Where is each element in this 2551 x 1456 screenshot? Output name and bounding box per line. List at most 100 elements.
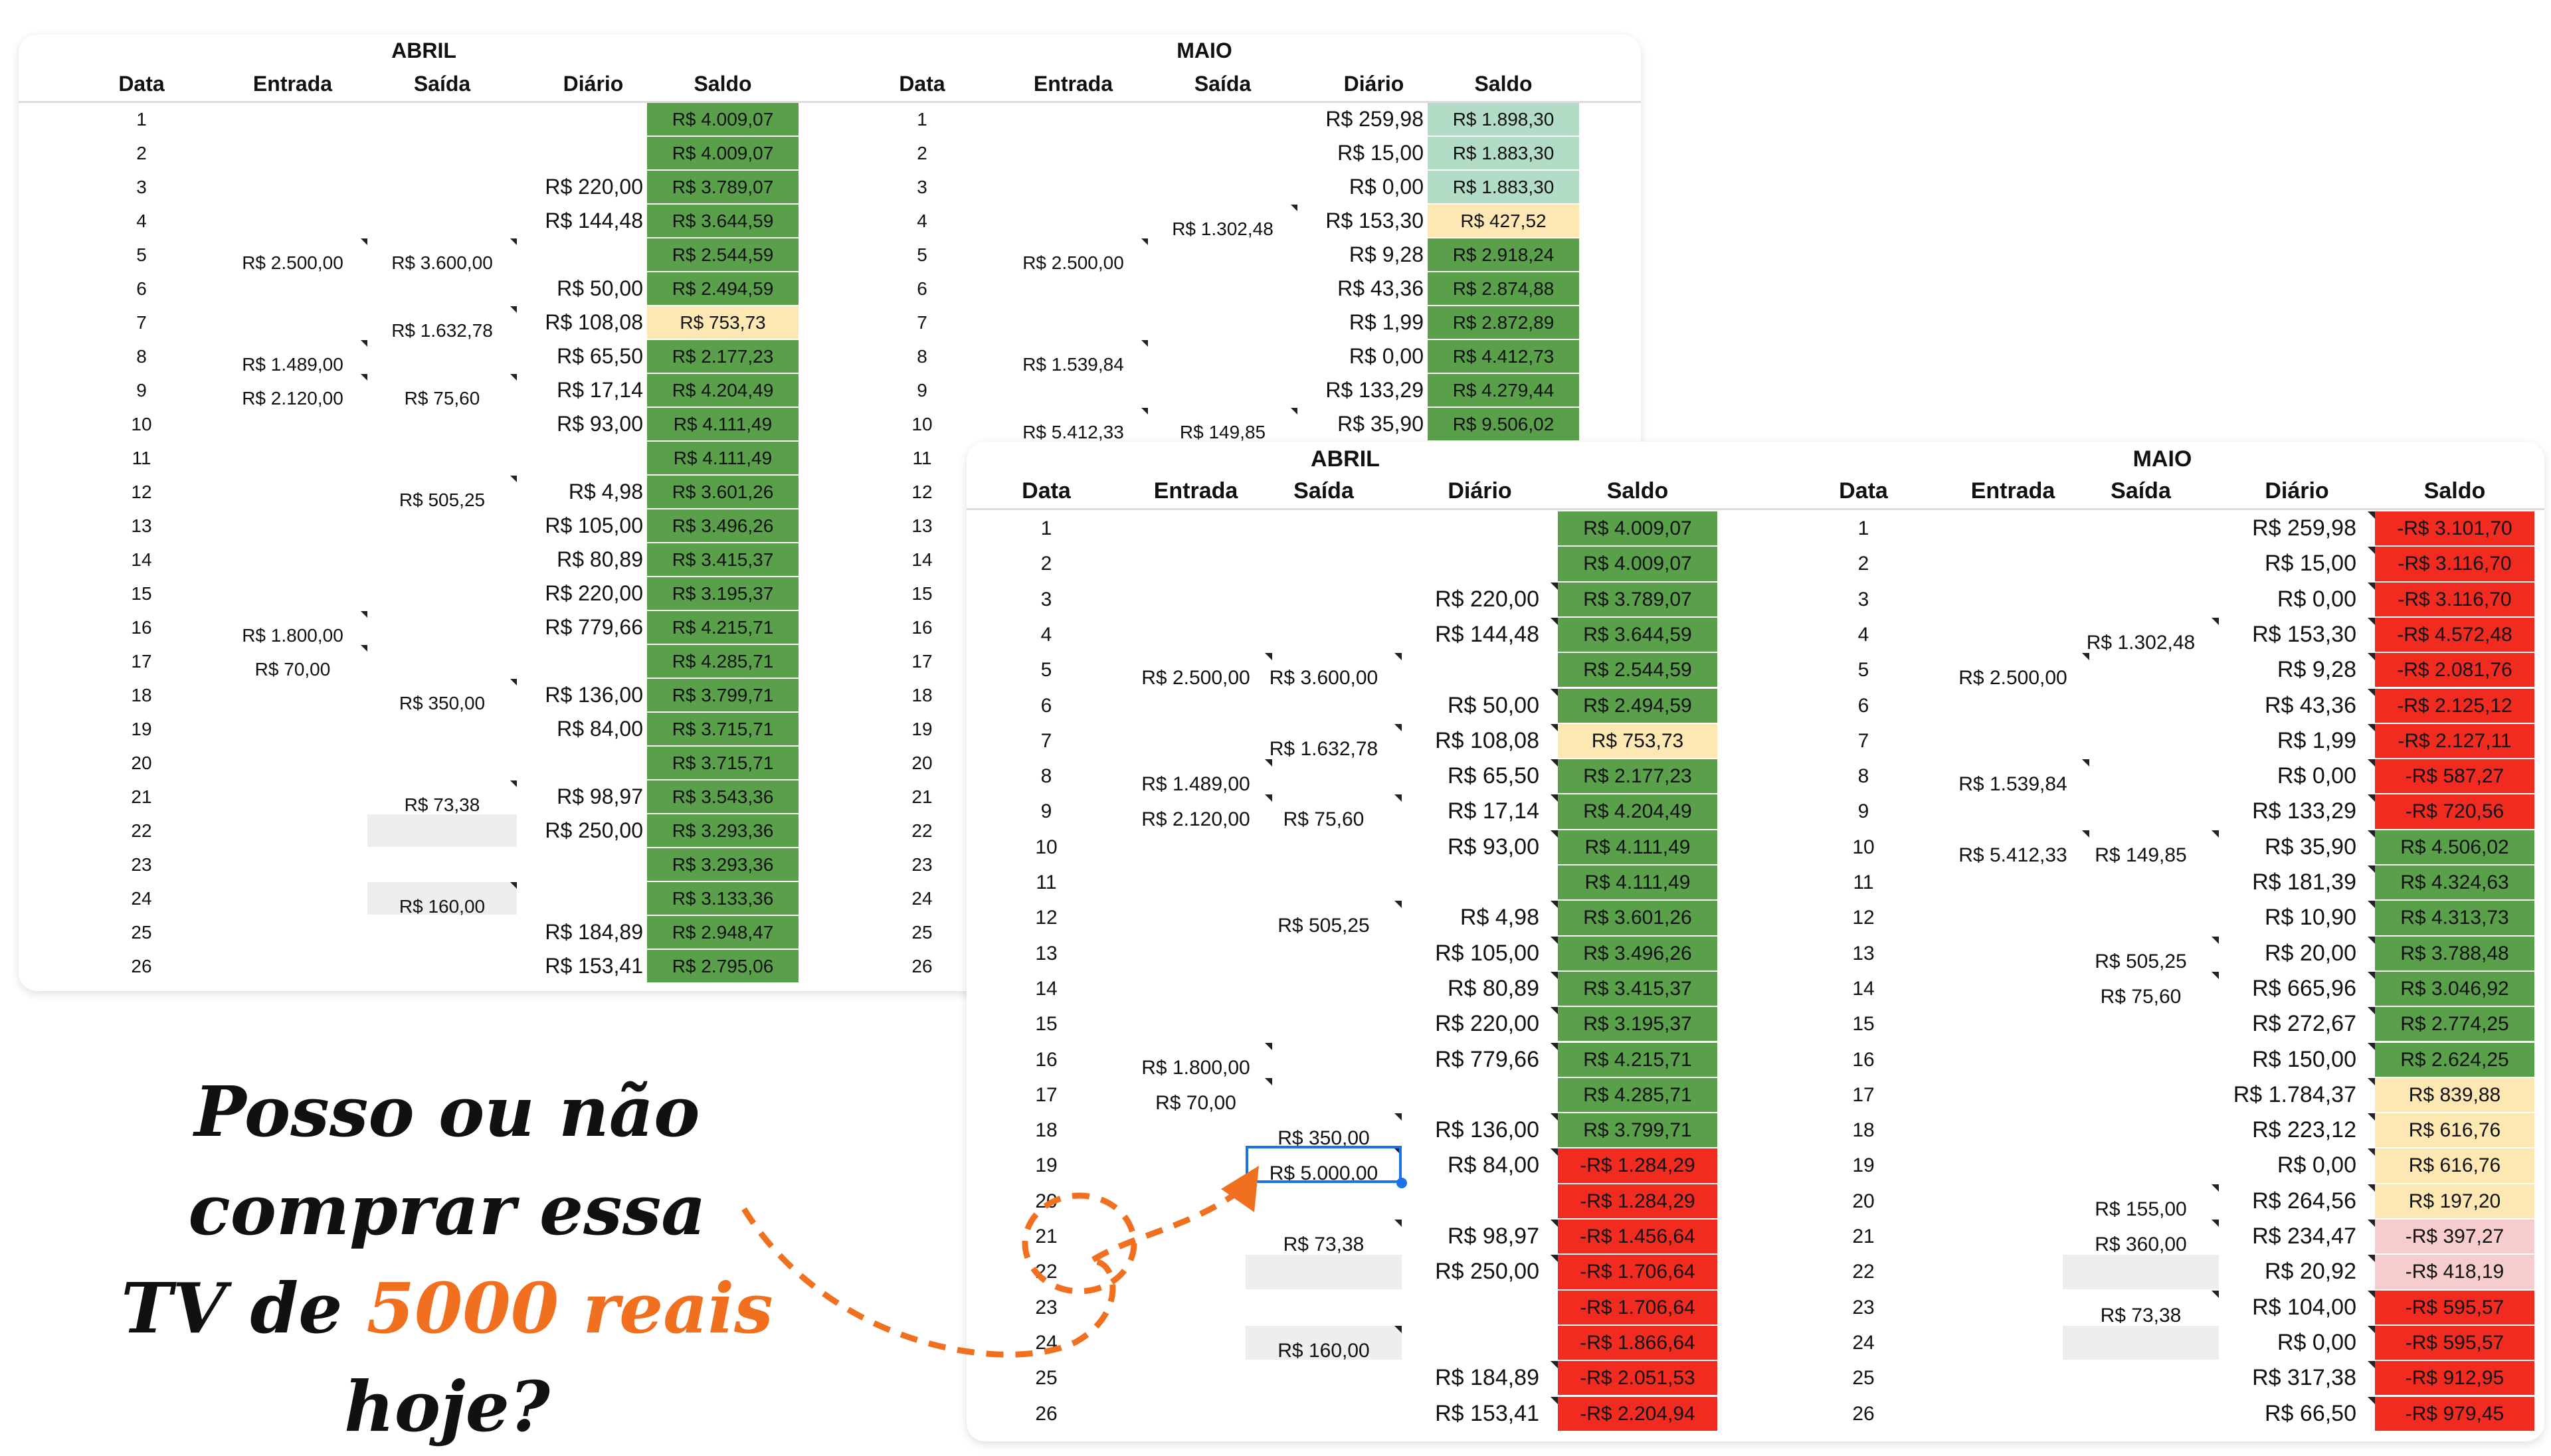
cell-saldo[interactable]: R$ 616,76 [2375, 1113, 2534, 1148]
cell-saida[interactable]: R$ 160,00 [1246, 1325, 1402, 1362]
cell-saldo[interactable]: -R$ 912,95 [2375, 1361, 2534, 1396]
cell-diario[interactable]: R$ 20,92 [2265, 1259, 2356, 1285]
cell-saida[interactable]: R$ 3.600,00 [1269, 667, 1378, 689]
cell-saldo[interactable]: -R$ 1.706,64 [1558, 1290, 1717, 1324]
cell-saida[interactable] [367, 408, 517, 440]
cell-entrada[interactable] [998, 137, 1148, 169]
cell-diario[interactable]: R$ 136,00 [545, 683, 643, 707]
cell-diario[interactable]: R$ 35,90 [1337, 412, 1424, 436]
cell-diario[interactable]: R$ 144,48 [545, 209, 643, 232]
cell-saldo[interactable]: R$ 3.789,07 [1558, 582, 1717, 616]
cell-saida[interactable]: R$ 3.600,00 [391, 252, 493, 273]
cell-saldo[interactable]: R$ 3.601,26 [1558, 901, 1717, 935]
cell-saida[interactable] [367, 645, 517, 678]
cell-saldo[interactable]: -R$ 979,45 [2375, 1396, 2534, 1431]
cell-saldo[interactable]: -R$ 2.204,94 [1558, 1396, 1717, 1431]
cell-diario[interactable]: R$ 153,30 [2252, 621, 2356, 647]
cell-diario[interactable]: R$ 1,99 [1349, 310, 1424, 334]
cell-saldo[interactable]: R$ 3.415,37 [647, 543, 799, 576]
cell-diario[interactable]: R$ 1,99 [2277, 727, 2356, 753]
cell-saldo[interactable]: R$ 3.799,71 [1558, 1113, 1717, 1148]
cell-saldo[interactable]: R$ 753,73 [647, 306, 799, 339]
cell-saida[interactable] [1246, 1078, 1402, 1112]
cell-saida[interactable] [1148, 340, 1297, 373]
cell-entrada[interactable] [998, 306, 1148, 339]
cell-saida[interactable]: R$ 155,00 [2095, 1198, 2187, 1220]
cell-diario[interactable]: R$ 105,00 [1435, 940, 1539, 966]
cell-entrada[interactable]: R$ 1.539,84 [1958, 773, 2067, 796]
cell-diario[interactable]: R$ 184,89 [1435, 1365, 1539, 1391]
cell-diario[interactable]: R$ 15,00 [2265, 551, 2356, 577]
cell-saida[interactable] [2063, 1255, 2219, 1289]
cell-saldo[interactable]: R$ 2.795,06 [647, 950, 799, 982]
cell-entrada[interactable]: R$ 1.800,00 [1141, 1056, 1250, 1079]
cell-saldo[interactable]: R$ 3.496,26 [1558, 936, 1717, 970]
cell-saldo[interactable]: R$ 4.313,73 [2375, 901, 2534, 935]
cell-entrada[interactable] [998, 103, 1148, 136]
cell-saida[interactable] [1148, 171, 1297, 203]
cell-saldo[interactable]: R$ 1.883,30 [1428, 137, 1579, 169]
cell-diario[interactable]: R$ 17,14 [1448, 798, 1539, 824]
cell-saida[interactable] [2063, 547, 2219, 581]
cell-saida[interactable] [1246, 1007, 1402, 1041]
cell-saldo[interactable]: R$ 2.177,23 [1558, 759, 1717, 794]
cell-diario[interactable]: R$ 250,00 [545, 818, 643, 842]
cell-diario[interactable]: R$ 84,00 [1448, 1152, 1539, 1178]
cell-saida[interactable] [2063, 653, 2219, 687]
cell-diario[interactable] [1402, 653, 1558, 687]
cell-saida[interactable] [367, 713, 517, 745]
cell-entrada[interactable]: R$ 1.489,00 [1141, 773, 1250, 796]
cell-saldo[interactable]: -R$ 397,27 [2375, 1220, 2534, 1254]
cell-saldo[interactable]: R$ 2.918,24 [1428, 238, 1579, 271]
cell-diario[interactable]: R$ 133,29 [1325, 378, 1424, 402]
cell-saldo[interactable]: -R$ 1.284,29 [1558, 1148, 1717, 1183]
cell-entrada[interactable] [218, 848, 367, 881]
cell-entrada[interactable]: R$ 70,00 [1155, 1091, 1236, 1114]
cell-saida[interactable] [2063, 759, 2219, 793]
cell-saida[interactable] [1148, 137, 1297, 169]
cell-saldo[interactable]: -R$ 1.284,29 [1558, 1184, 1717, 1218]
cell-diario[interactable]: R$ 104,00 [2252, 1294, 2356, 1320]
cell-saldo[interactable]: R$ 4.204,49 [647, 374, 799, 407]
cell-saida[interactable] [1148, 306, 1297, 339]
cell-diario[interactable]: R$ 220,00 [1435, 1011, 1539, 1037]
cell-saida[interactable] [367, 171, 517, 203]
cell-diario[interactable]: R$ 65,50 [557, 344, 643, 368]
cell-diario[interactable] [1402, 511, 1558, 545]
cell-diario[interactable]: R$ 65,50 [1448, 763, 1539, 789]
cell-diario[interactable]: R$ 93,00 [1448, 834, 1539, 860]
cell-diario[interactable]: R$ 220,00 [545, 581, 643, 605]
cell-saldo[interactable]: R$ 3.293,36 [647, 814, 799, 847]
cell-entrada[interactable] [218, 916, 367, 949]
cell-diario[interactable]: R$ 98,97 [557, 784, 643, 808]
cell-diario[interactable]: R$ 9,28 [2277, 657, 2356, 683]
cell-diario[interactable]: R$ 50,00 [557, 276, 643, 300]
cell-saida[interactable] [1246, 972, 1402, 1006]
cell-saida[interactable] [1246, 547, 1402, 581]
cell-entrada[interactable] [218, 577, 367, 610]
cell-saldo[interactable]: R$ 2.948,47 [647, 916, 799, 949]
cell-entrada[interactable] [218, 679, 367, 711]
cell-diario[interactable]: R$ 779,66 [545, 615, 643, 639]
cell-saldo[interactable]: R$ 3.195,37 [1558, 1007, 1717, 1042]
cell-saldo[interactable]: -R$ 2.051,53 [1558, 1361, 1717, 1396]
cell-diario[interactable]: R$ 0,00 [2277, 1152, 2356, 1178]
cell-saldo[interactable]: -R$ 2.081,76 [2375, 653, 2534, 687]
cell-entrada[interactable] [218, 780, 367, 813]
cell-diario[interactable]: R$ 153,41 [1435, 1400, 1539, 1426]
cell-diario[interactable]: R$ 0,00 [1349, 344, 1424, 368]
cell-saldo[interactable]: R$ 3.644,59 [1558, 617, 1717, 652]
cell-saldo[interactable]: R$ 4.215,71 [1558, 1042, 1717, 1077]
cell-entrada[interactable] [218, 747, 367, 779]
cell-saldo[interactable]: R$ 4.285,71 [1558, 1077, 1717, 1113]
cell-saldo[interactable]: R$ 2.774,25 [2375, 1007, 2534, 1042]
cell-saldo[interactable]: -R$ 1.866,64 [1558, 1325, 1717, 1360]
cell-saldo[interactable]: R$ 3.293,36 [647, 848, 799, 881]
cell-entrada[interactable] [218, 442, 367, 474]
cell-saida[interactable] [2063, 1043, 2219, 1077]
cell-saldo[interactable]: R$ 4.506,02 [2375, 830, 2534, 864]
cell-entrada[interactable] [218, 543, 367, 576]
cell-saida[interactable] [1246, 1291, 1402, 1324]
cell-diario[interactable]: R$ 108,08 [545, 310, 643, 334]
cell-saldo[interactable]: -R$ 3.116,70 [2375, 547, 2534, 581]
